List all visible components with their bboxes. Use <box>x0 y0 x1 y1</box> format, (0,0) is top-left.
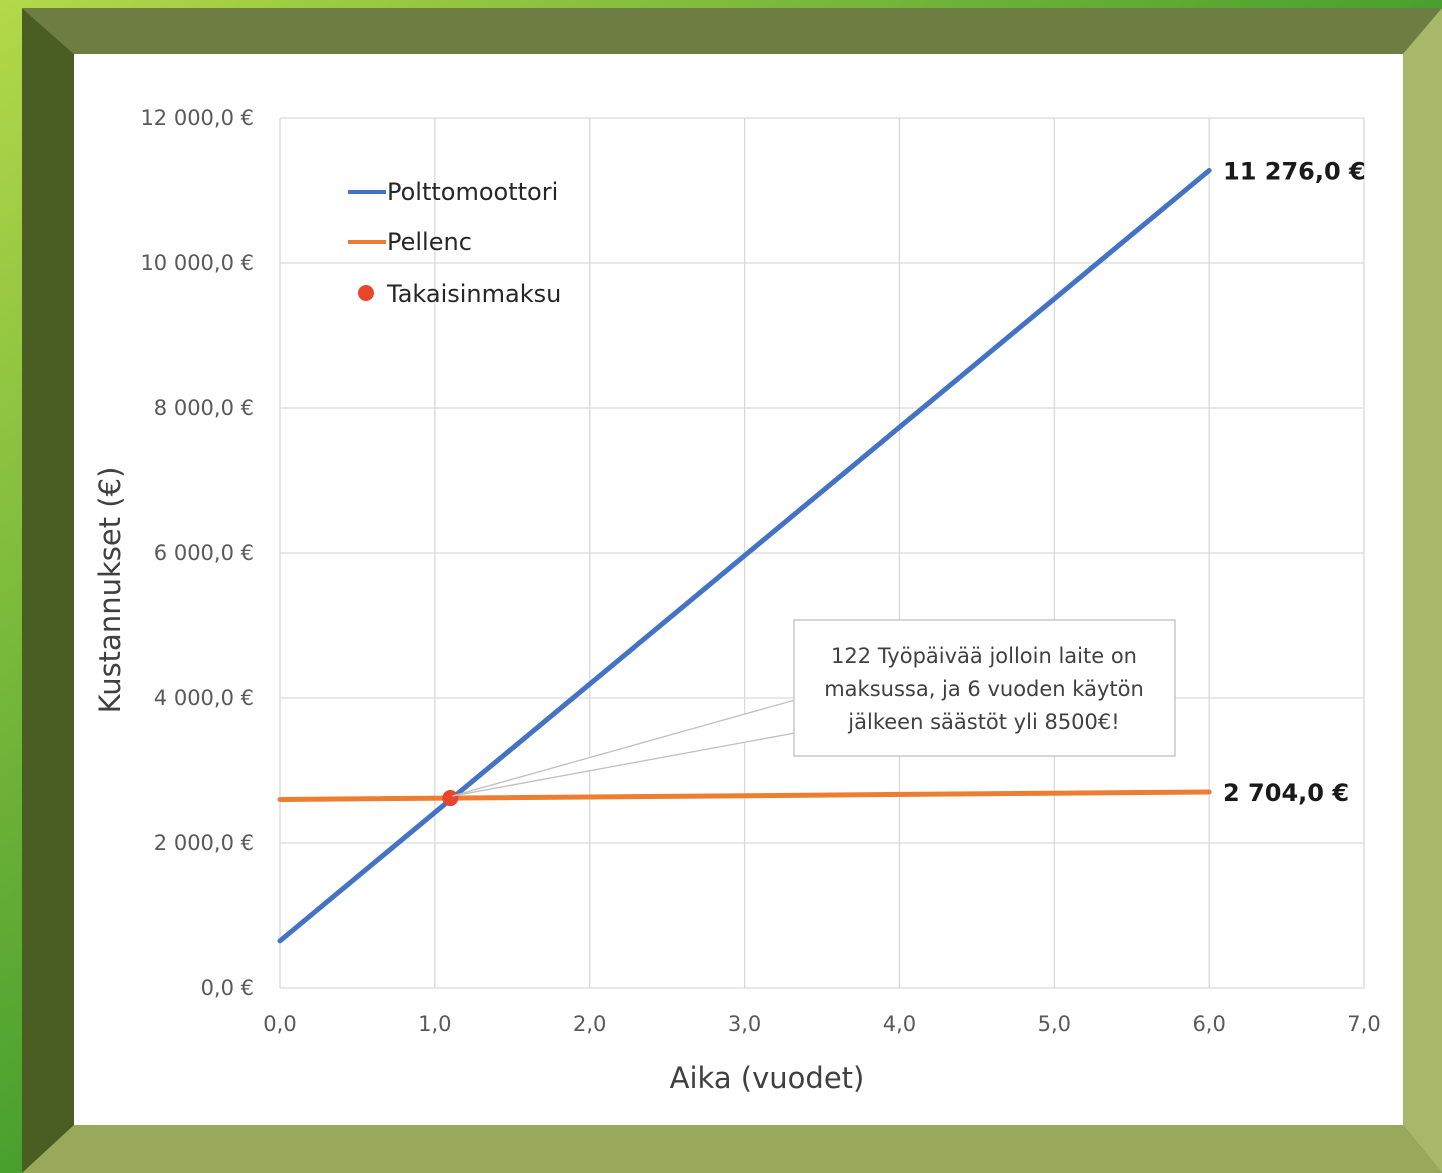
x-tick-label: 1,0 <box>418 1012 451 1036</box>
legend-label-takaisinmaksu: Takaisinmaksu <box>386 280 561 308</box>
legend: Polttomoottori Pellenc Takaisinmaksu <box>348 178 561 308</box>
frame-right-bevel <box>1403 8 1442 1173</box>
callout-box <box>793 619 1176 757</box>
callout: 122 Työpäivää jolloin laite on maksussa,… <box>452 619 1176 797</box>
callout-pointer <box>452 699 796 797</box>
x-tick-label: 0,0 <box>263 1012 296 1036</box>
x-axis-title: Aika (vuodet) <box>670 1061 865 1095</box>
callout-line-2: maksussa, ja 6 vuoden käytön <box>824 677 1144 701</box>
chart-panel <box>74 54 1403 1125</box>
x-tick-label: 7,0 <box>1347 1012 1380 1036</box>
frame-left-bevel <box>22 8 74 1173</box>
y-tick-label: 0,0 € <box>201 976 254 1000</box>
y-tick-label: 12 000,0 € <box>140 106 254 130</box>
series-layer <box>277 167 1212 944</box>
x-tick-label: 5,0 <box>1038 1012 1071 1036</box>
callout-line-3: jälkeen säästöt yli 8500€! <box>847 710 1119 734</box>
frame-bottom-bevel <box>22 1125 1442 1173</box>
y-axis-title: Kustannukset (€) <box>93 467 127 714</box>
legend-label-pellenc: Pellenc <box>387 228 472 256</box>
end-label-polttomoottori: 11 276,0 € <box>1223 157 1366 185</box>
legend-label-polttomoottori: Polttomoottori <box>387 178 558 206</box>
series-line-polttomoottori <box>277 167 1212 944</box>
y-tick-label: 8 000,0 € <box>154 396 254 420</box>
gridlines <box>279 117 1365 989</box>
x-tick-label: 4,0 <box>883 1012 916 1036</box>
callout-line-1: 122 Työpäivää jolloin laite on <box>831 644 1137 668</box>
x-tick-label: 6,0 <box>1192 1012 1225 1036</box>
end-label-pellenc: 2 704,0 € <box>1223 779 1349 807</box>
y-axis-ticks: 0,0 € 2 000,0 € 4 000,0 € 6 000,0 € 8 000,0 … <box>140 106 254 1000</box>
x-axis-ticks: 0,0 1,0 2,0 3,0 4,0 5,0 6,0 7,0 <box>263 1012 1380 1036</box>
y-tick-label: 6 000,0 € <box>154 541 254 565</box>
y-tick-label: 10 000,0 € <box>140 251 254 275</box>
takaisinmaksu-point <box>442 790 459 807</box>
y-tick-label: 4 000,0 € <box>154 686 254 710</box>
series-line-pellenc <box>277 789 1212 802</box>
legend-marker-takaisinmaksu <box>358 285 374 301</box>
x-tick-label: 2,0 <box>573 1012 606 1036</box>
frame-top-bevel <box>22 8 1442 54</box>
x-tick-label: 3,0 <box>728 1012 761 1036</box>
y-tick-label: 2 000,0 € <box>154 831 254 855</box>
